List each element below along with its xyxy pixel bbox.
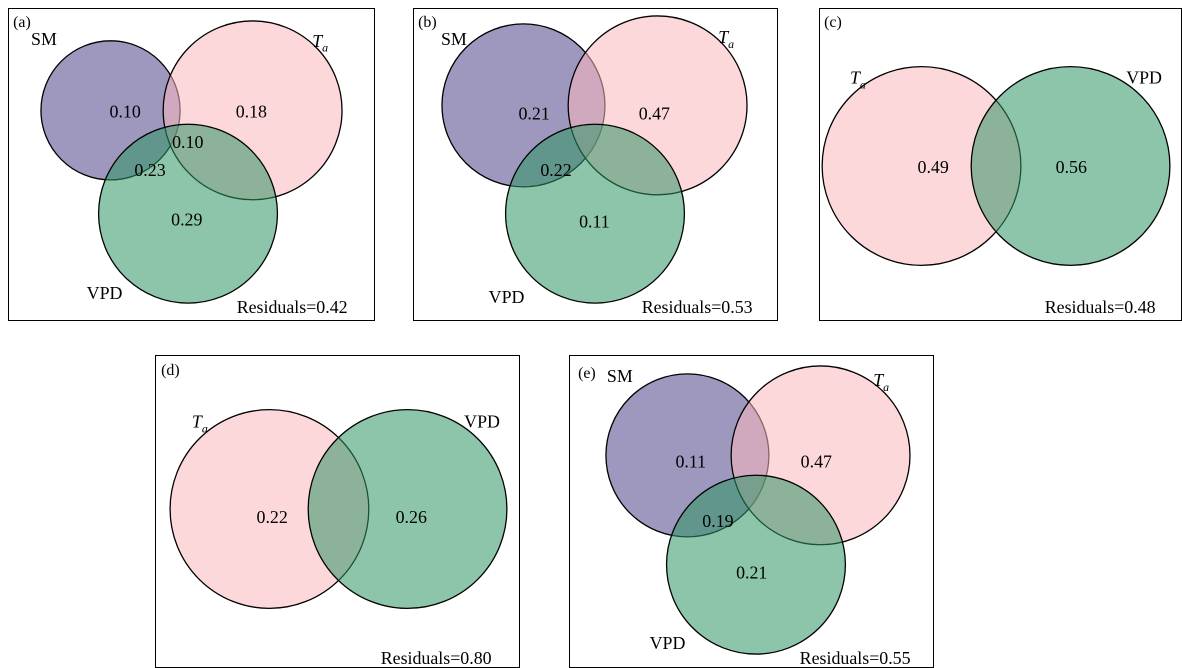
ta-label: Ta — [850, 68, 866, 92]
residuals-label: Residuals=0.53 — [642, 297, 753, 317]
sm-vpd-overlap-value: 0.22 — [540, 160, 571, 180]
ta-value: 0.47 — [639, 103, 670, 123]
panel-label: (c) — [824, 14, 842, 31]
panel-label: (e) — [578, 365, 596, 382]
vpd-label: VPD — [87, 283, 123, 303]
ta-label: Ta — [718, 27, 734, 51]
vpd-circle — [504, 123, 686, 304]
venn-panel-c: (c) Ta VPD 0.49 0.56 Residuals=0.48 — [819, 8, 1182, 321]
vpd-circle — [97, 123, 279, 304]
panel-label: (a) — [13, 14, 31, 31]
ta-value: 0.18 — [236, 101, 267, 121]
venn-panel-b: (b) SM Ta VPD 0.21 0.47 0.11 0.22 Residu… — [413, 8, 778, 321]
vpd-label: VPD — [650, 633, 686, 653]
residuals-label: Residuals=0.55 — [800, 648, 911, 668]
sm-label: SM — [31, 29, 57, 49]
sm-value: 0.11 — [675, 451, 706, 471]
vpd-value: 0.11 — [579, 212, 610, 232]
panel-label: (d) — [161, 362, 180, 379]
ta-value: 0.49 — [918, 157, 949, 177]
ta-label: Ta — [873, 370, 889, 394]
venn-diagram-b: (b) SM Ta VPD 0.21 0.47 0.11 0.22 Residu… — [418, 14, 753, 317]
ta-label: Ta — [312, 31, 328, 55]
vpd-value: 0.26 — [396, 507, 427, 527]
sm-ta-overlap-value: 0.10 — [172, 132, 203, 152]
vpd-circle — [665, 474, 847, 655]
residuals-label: Residuals=0.48 — [1045, 297, 1156, 317]
vpd-label: VPD — [1126, 68, 1162, 88]
sm-vpd-overlap-value: 0.23 — [134, 160, 165, 180]
ta-value: 0.22 — [257, 507, 288, 527]
vpd-value: 0.29 — [171, 210, 202, 230]
venn-diagram-c: (c) Ta VPD 0.49 0.56 Residuals=0.48 — [821, 14, 1171, 317]
residuals-label: Residuals=0.42 — [237, 297, 348, 317]
sm-value: 0.10 — [110, 101, 141, 121]
vpd-label: VPD — [489, 287, 525, 307]
sm-label: SM — [607, 366, 633, 386]
ta-value: 0.47 — [801, 451, 832, 471]
venn-diagram-a: (a) SM Ta VPD 0.10 0.18 0.29 0.10 0.23 R… — [13, 14, 348, 317]
venn-diagram-e: (e) SM Ta VPD 0.11 0.47 0.21 0.19 Residu… — [578, 365, 911, 668]
sm-vpd-overlap-value: 0.19 — [702, 511, 733, 531]
vpd-circle — [970, 65, 1171, 266]
venn-diagram-d: (d) Ta VPD 0.22 0.26 Residuals=0.80 — [161, 362, 508, 668]
ta-label: Ta — [192, 412, 208, 436]
residuals-label: Residuals=0.80 — [381, 648, 492, 668]
vpd-circle — [307, 409, 508, 610]
vpd-value: 0.56 — [1056, 157, 1087, 177]
vpd-value: 0.21 — [736, 563, 767, 583]
sm-value: 0.21 — [518, 103, 549, 123]
sm-label: SM — [441, 29, 467, 49]
venn-panel-d: (d) Ta VPD 0.22 0.26 Residuals=0.80 — [155, 355, 520, 668]
venn-panel-e: (e) SM Ta VPD 0.11 0.47 0.21 0.19 Residu… — [569, 355, 934, 668]
vpd-label: VPD — [464, 412, 500, 432]
panel-label: (b) — [418, 14, 437, 31]
venn-panel-a: (a) SM Ta VPD 0.10 0.18 0.29 0.10 0.23 R… — [8, 8, 375, 321]
